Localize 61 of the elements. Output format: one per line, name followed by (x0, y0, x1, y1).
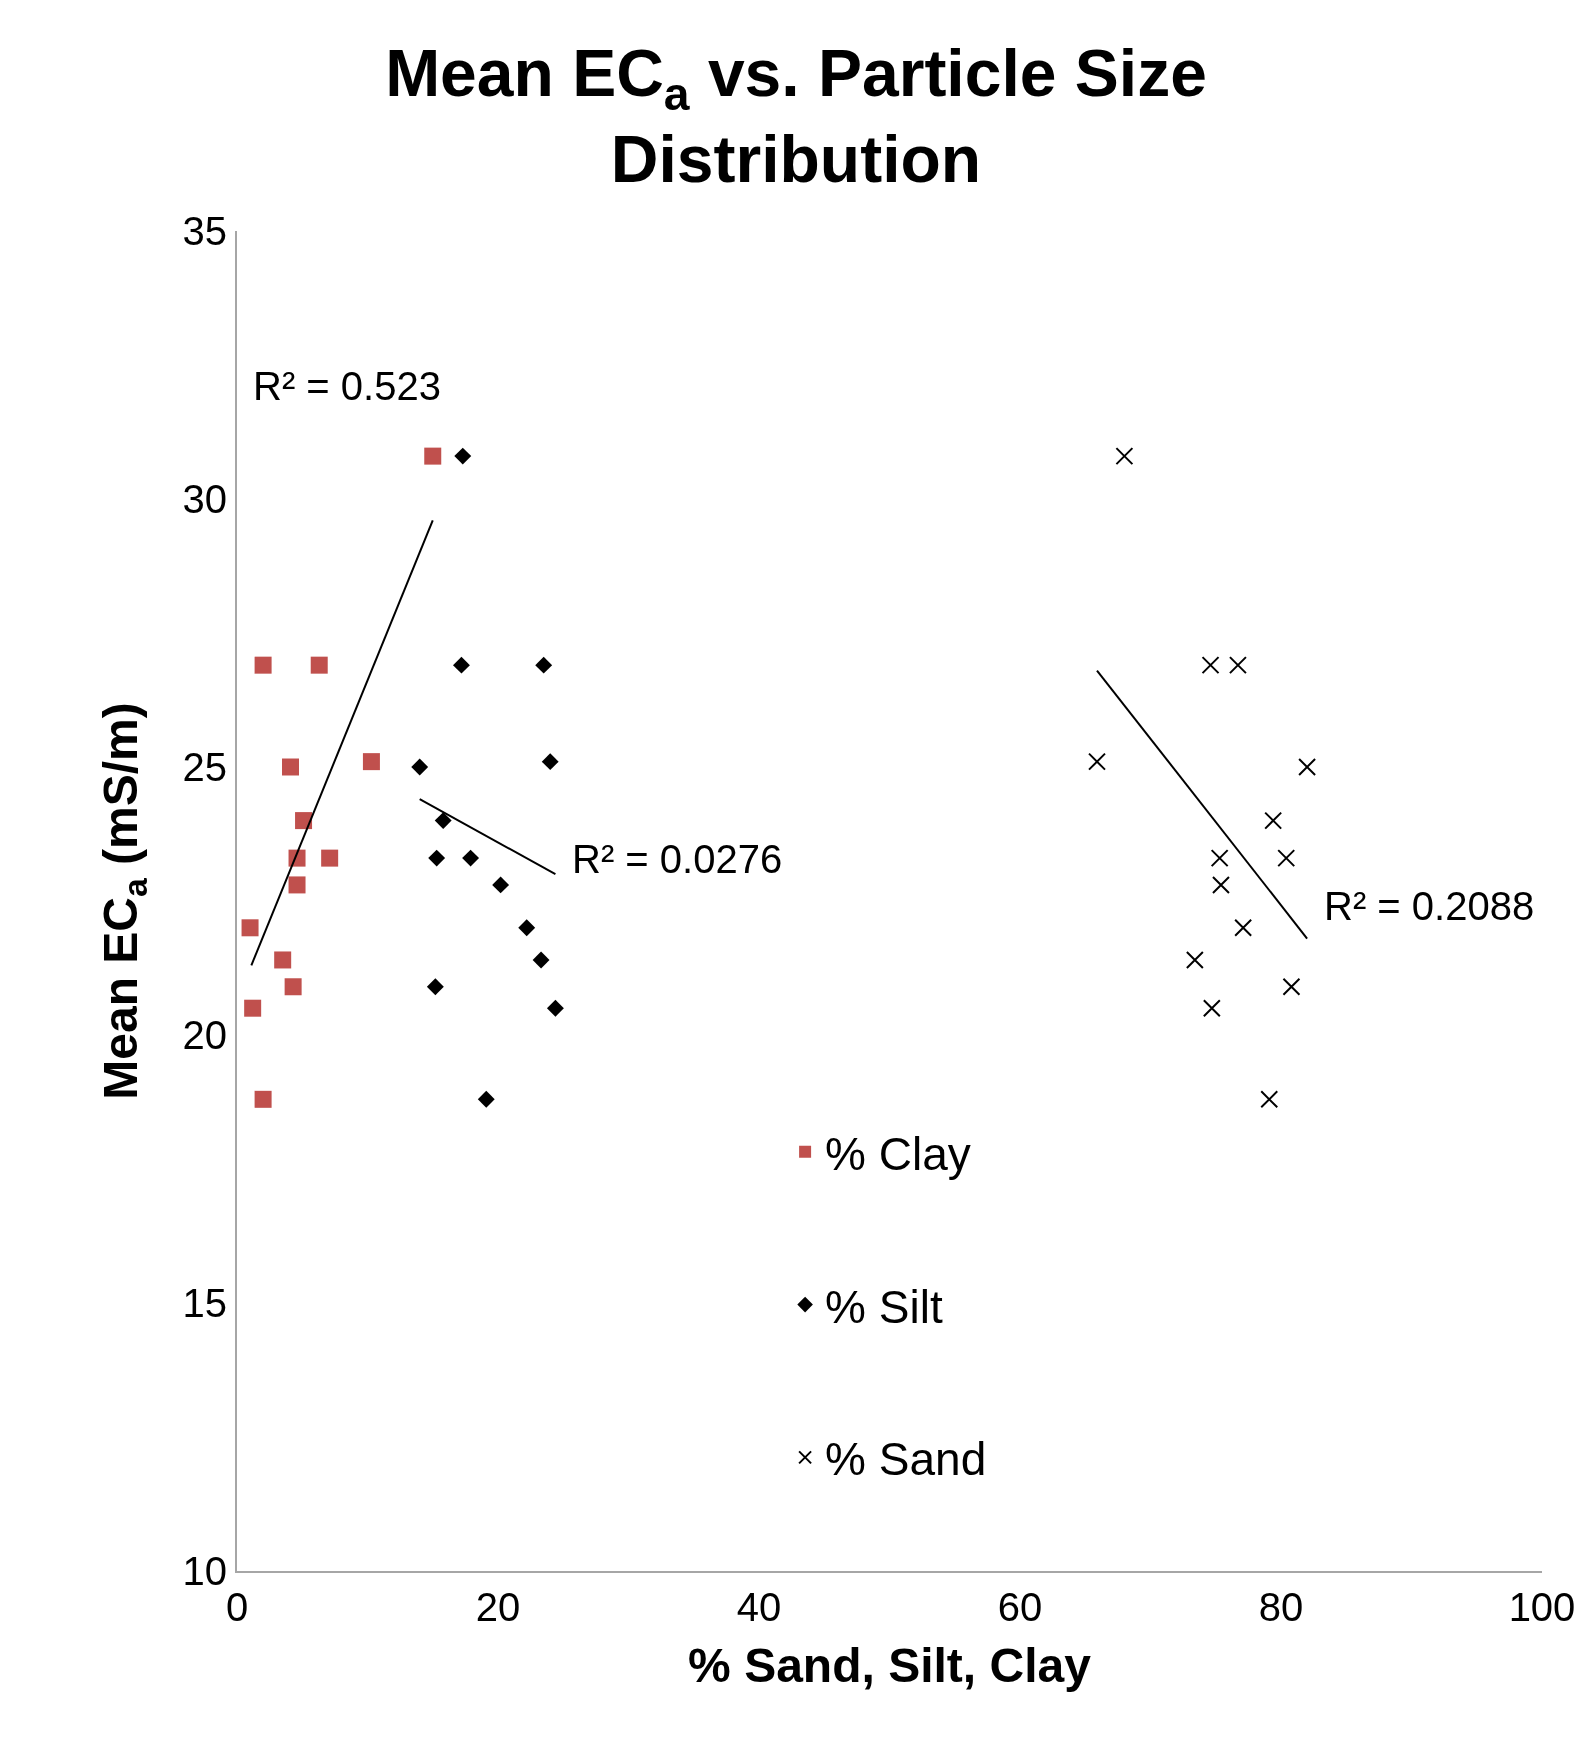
y-tick-label: 30 (182, 477, 227, 521)
x-tick-label: 60 (997, 1585, 1043, 1629)
x-tick-label: 40 (736, 1585, 782, 1629)
annotation: R² = 0.0276 (572, 837, 783, 881)
point (454, 447, 472, 465)
point (462, 849, 480, 867)
point (1298, 758, 1317, 776)
point (321, 849, 339, 867)
point (241, 919, 259, 937)
point (1282, 977, 1301, 996)
point (1115, 447, 1134, 466)
point (282, 758, 300, 776)
point (284, 978, 302, 996)
point (310, 656, 328, 674)
legend-label: % Silt (825, 1280, 943, 1333)
annotation: R² = 0.523 (253, 364, 441, 408)
point (362, 753, 380, 771)
y-tick-label: 35 (182, 209, 227, 253)
point (532, 951, 550, 969)
x-tick-label: 0 (225, 1585, 249, 1629)
legend-label: % Sand (825, 1433, 987, 1486)
point (254, 656, 272, 674)
point (426, 978, 444, 996)
y-tick-label: 15 (182, 1281, 227, 1325)
point (424, 447, 442, 465)
x-tick-label: 100 (1508, 1585, 1576, 1629)
legend-label: % Clay (825, 1127, 971, 1180)
y-tick-label: 25 (182, 745, 227, 789)
point (428, 849, 446, 867)
point (477, 1090, 495, 1108)
point (1264, 811, 1283, 830)
y-tick-label: 10 (182, 1549, 227, 1593)
point (453, 656, 470, 674)
point (295, 812, 313, 830)
point (1088, 752, 1106, 771)
x-axis-title: % Sand, Silt, Clay (688, 1638, 1092, 1692)
x-tick-label: 80 (1258, 1585, 1304, 1629)
point (434, 812, 452, 830)
point (1211, 875, 1230, 894)
point (1234, 918, 1253, 937)
point (1228, 656, 1247, 675)
y-tick-label: 20 (182, 1013, 227, 1057)
chart-title: Mean EC$_{a}$ vs. Particle Size Distribution (385, 36, 1207, 197)
point (254, 1090, 272, 1108)
point (288, 876, 306, 894)
point (274, 951, 292, 969)
point (541, 753, 559, 771)
point (546, 999, 564, 1017)
x-tick-label: 20 (475, 1585, 521, 1629)
point (1277, 849, 1296, 868)
point (244, 999, 262, 1017)
point (1185, 950, 1204, 969)
point (492, 876, 510, 894)
annotation: R² = 0.2088 (1324, 884, 1535, 928)
point (1201, 656, 1220, 675)
point (518, 919, 536, 937)
point (411, 758, 429, 776)
point (1260, 1090, 1279, 1109)
point (1202, 999, 1221, 1018)
point (535, 656, 553, 674)
point (1210, 849, 1229, 868)
